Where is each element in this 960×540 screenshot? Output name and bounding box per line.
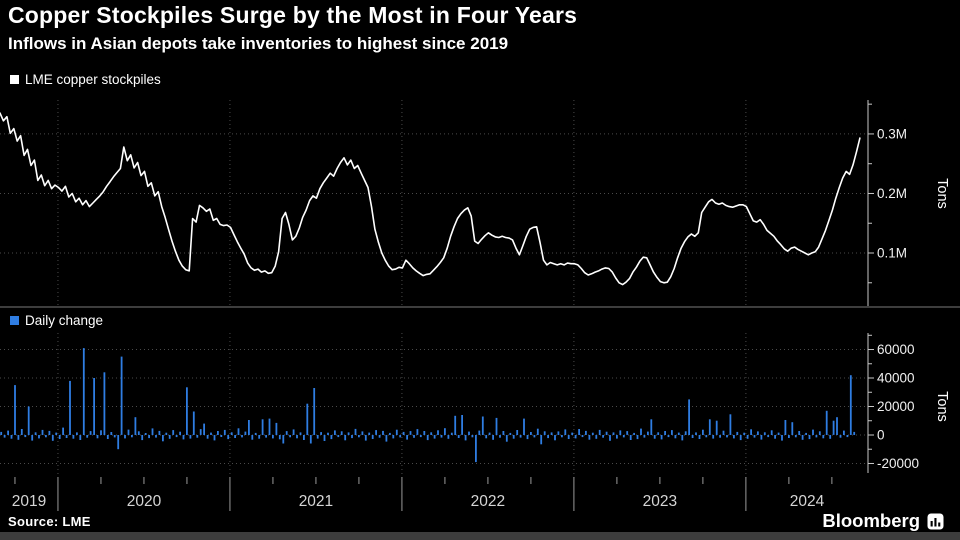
legend-daily-change-label: Daily change [25,313,104,328]
daily-change-bar-chart: -20000 0 20000 40000 60000 Tons [0,333,950,480]
legend-stockpiles: LME copper stockpiles [10,72,161,87]
svg-text:40000: 40000 [877,371,915,386]
year-label: 2019 [12,493,46,510]
year-label: 2023 [643,493,677,510]
svg-text:0.2M: 0.2M [877,186,907,201]
year-label: 2021 [299,493,333,510]
bloomberg-logo: Bloomberg [822,510,944,532]
svg-text:60000: 60000 [877,342,915,357]
stockpiles-line-chart: 0.1M 0.2M 0.3M Tons [0,100,950,306]
year-label: 2020 [127,493,162,510]
svg-text:Tons: Tons [934,391,950,422]
year-label: 2022 [471,493,505,510]
daily-change-bars [0,348,856,463]
year-label: 2024 [790,493,825,510]
legend-swatch-blue [10,316,19,325]
bloomberg-wordmark: Bloomberg [822,510,920,531]
stockpile-line [0,112,861,286]
page-title: Copper Stockpiles Surge by the Most in F… [8,2,578,28]
svg-text:Tons: Tons [934,178,950,209]
svg-text:0.3M: 0.3M [877,126,907,141]
bar-chart-logo-icon [927,513,944,529]
svg-text:20000: 20000 [877,399,915,414]
source-label: Source: LME [8,514,91,529]
svg-text:0.1M: 0.1M [877,246,907,261]
svg-text:-20000: -20000 [877,456,919,471]
footer-strip [0,532,960,540]
legend-stockpiles-label: LME copper stockpiles [25,72,161,87]
svg-text:0: 0 [877,427,885,442]
panel-divider [0,306,960,308]
legend-swatch-white [10,75,19,84]
x-axis-year-band: 2019 2020 2021 2022 2023 2024 [12,477,833,511]
legend-daily-change: Daily change [10,313,103,328]
page-subtitle: Inflows in Asian depots take inventories… [8,34,509,53]
